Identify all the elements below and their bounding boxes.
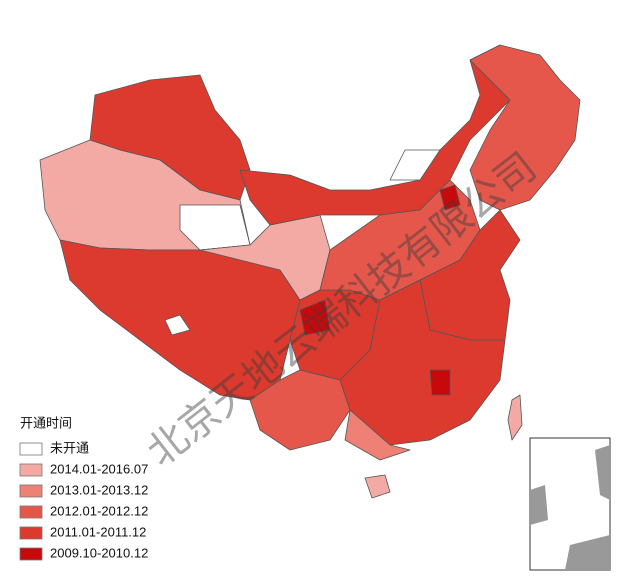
region (439, 184, 461, 211)
legend-label: 2009.10-2010.12 (50, 545, 148, 560)
legend-label: 未开通 (50, 440, 89, 455)
legend-label: 2013.01-2013.12 (50, 482, 148, 497)
legend-swatch (19, 442, 43, 456)
inset-map (529, 437, 611, 571)
inset-land (530, 485, 548, 525)
region (469, 44, 581, 211)
legend-label: 2014.01-2016.07 (50, 461, 148, 476)
legend-swatch (19, 547, 43, 561)
legend-swatch (19, 505, 43, 519)
region (507, 394, 523, 441)
region (164, 314, 191, 336)
region (299, 299, 331, 336)
legend-label: 2012.01-2012.12 (50, 503, 148, 518)
legend-title: 开通时间 (20, 415, 72, 430)
inset-land (595, 445, 610, 500)
legend-swatch (19, 484, 43, 498)
legend: 开通时间 未开通 2014.01-2016.07 2013.01-2013.12 20… (19, 415, 148, 561)
region (389, 149, 441, 181)
legend-swatch (19, 463, 43, 477)
region (364, 474, 391, 499)
legend-swatch (19, 526, 43, 540)
china-map (39, 44, 581, 499)
region (344, 409, 411, 461)
region (429, 369, 451, 396)
inset-land (565, 535, 610, 570)
legend-label: 2011.01-2011.12 (50, 524, 146, 539)
